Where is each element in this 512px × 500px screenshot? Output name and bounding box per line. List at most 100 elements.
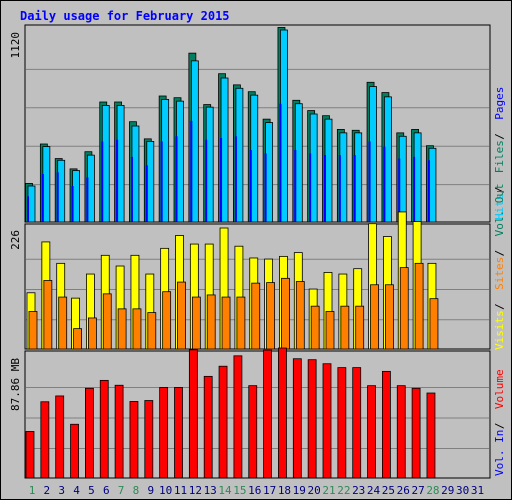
bar-sites bbox=[236, 296, 246, 350]
bar-volume bbox=[25, 431, 35, 479]
legend-volume: Volume bbox=[493, 369, 506, 409]
legend-separator: / bbox=[493, 187, 506, 194]
x-day-label: 20 bbox=[308, 484, 321, 497]
x-day-label: 23 bbox=[352, 484, 365, 497]
bar-pages bbox=[41, 174, 44, 222]
bar-volume bbox=[99, 379, 109, 479]
bar-sites bbox=[102, 293, 112, 350]
bar-sites bbox=[73, 328, 82, 350]
x-day-label: 27 bbox=[411, 484, 424, 497]
bar-volume bbox=[129, 401, 139, 479]
bar-pages bbox=[160, 141, 163, 222]
bar-volume bbox=[396, 385, 406, 479]
bar-volume bbox=[174, 387, 183, 479]
bar-hits bbox=[146, 141, 155, 223]
bar-hits bbox=[398, 135, 407, 223]
bar-pages bbox=[338, 155, 341, 222]
bar-sites bbox=[384, 284, 394, 350]
bar-hits bbox=[354, 132, 363, 223]
bar-sites bbox=[206, 294, 216, 350]
bar-volume bbox=[188, 349, 198, 479]
bar-pages bbox=[264, 153, 267, 222]
x-day-label: 30 bbox=[456, 484, 469, 497]
bar-hits bbox=[27, 185, 36, 223]
bar-volume bbox=[367, 385, 376, 479]
bar-volume bbox=[203, 375, 213, 479]
bar-volume bbox=[218, 365, 228, 479]
bar-pages bbox=[27, 196, 29, 222]
bar-volume bbox=[85, 387, 94, 479]
bar-pages bbox=[130, 156, 133, 222]
x-day-label: 12 bbox=[189, 484, 202, 497]
bar-sites bbox=[281, 277, 290, 350]
chart-legend: Hits / Files / Pages Visits / Sites / Vol… bbox=[493, 87, 506, 476]
x-day-label: 25 bbox=[382, 484, 395, 497]
bar-volume bbox=[381, 370, 391, 479]
bar-sites bbox=[340, 305, 350, 350]
y-max-label: 87.86 MB bbox=[9, 358, 22, 411]
legend-separator: / bbox=[493, 422, 506, 429]
x-day-label: 11 bbox=[174, 484, 187, 497]
bar-pages bbox=[220, 138, 223, 222]
x-day-label: 26 bbox=[397, 484, 410, 497]
bar-hits bbox=[235, 87, 244, 223]
bar-pages bbox=[116, 139, 119, 222]
bar-pages bbox=[398, 158, 401, 222]
bar-pages bbox=[234, 136, 237, 222]
bar-sites bbox=[177, 281, 186, 350]
x-day-label: 17 bbox=[263, 484, 276, 497]
x-day-label: 7 bbox=[118, 484, 125, 497]
bar-sites bbox=[221, 296, 231, 350]
x-day-label: 8 bbox=[133, 484, 140, 497]
bar-sites bbox=[251, 282, 261, 350]
bar-pages bbox=[279, 103, 282, 222]
bar-volume bbox=[322, 363, 332, 479]
legend-sites: Sites bbox=[493, 257, 506, 290]
legend-pages: Pages bbox=[493, 87, 506, 120]
bar-hits bbox=[72, 170, 80, 223]
bar-pages bbox=[175, 136, 178, 222]
bar-hits bbox=[57, 159, 66, 223]
bar-volume bbox=[159, 387, 169, 479]
x-day-label: 18 bbox=[278, 484, 291, 497]
x-day-label: 5 bbox=[88, 484, 95, 497]
bar-sites bbox=[162, 291, 172, 350]
bar-hits bbox=[220, 77, 229, 223]
bar-volume bbox=[233, 355, 243, 479]
x-day-label: 3 bbox=[58, 484, 65, 497]
x-day-label: 24 bbox=[367, 484, 381, 497]
legend-separator: / bbox=[493, 303, 506, 310]
x-day-label: 29 bbox=[441, 484, 454, 497]
x-day-label: 2 bbox=[44, 484, 51, 497]
bar-volume bbox=[307, 359, 317, 479]
bar-volume bbox=[55, 395, 65, 479]
x-day-label: 14 bbox=[218, 484, 232, 497]
bar-pages bbox=[368, 141, 371, 222]
x-day-label: 6 bbox=[103, 484, 110, 497]
bar-hits bbox=[413, 132, 422, 223]
bar-volume bbox=[411, 387, 421, 479]
bar-volume bbox=[40, 401, 50, 479]
legend-files: Files bbox=[493, 140, 506, 173]
x-axis-day-labels: 1 2 3 4 5 6 7 8 9 10 11 12 13 14 15 16 17 18 19 20 21 22 23 24 2… bbox=[29, 484, 484, 497]
bar-volume bbox=[263, 349, 273, 479]
x-day-label: 19 bbox=[293, 484, 306, 497]
x-day-label: 22 bbox=[337, 484, 350, 497]
bar-sites bbox=[414, 262, 424, 350]
bar-hits bbox=[205, 106, 214, 223]
top-panel: 1120 bbox=[9, 24, 491, 223]
bar-hits bbox=[339, 132, 348, 223]
bar-hits bbox=[265, 122, 274, 223]
legend-separator: / bbox=[493, 133, 506, 140]
x-day-label: 13 bbox=[204, 484, 217, 497]
legend-middle-panel: Visits / Sites / Vol. Out bbox=[493, 183, 506, 350]
bar-pages bbox=[145, 165, 148, 222]
legend-hits: Hits bbox=[493, 194, 506, 221]
bar-pages bbox=[353, 155, 356, 222]
bar-sites bbox=[266, 282, 276, 350]
legend-separator: / bbox=[493, 250, 506, 257]
bar-pages bbox=[86, 177, 89, 222]
x-day-label: 31 bbox=[471, 484, 484, 497]
x-day-label: 10 bbox=[159, 484, 172, 497]
